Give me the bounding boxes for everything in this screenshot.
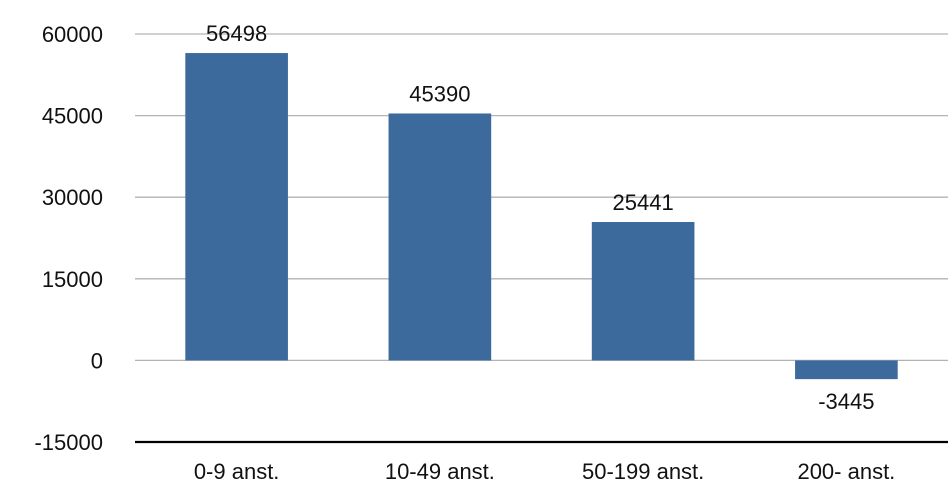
x-tick-label: 50-199 anst. [582, 459, 704, 484]
y-tick-label: -15000 [34, 430, 103, 455]
x-tick-label: 0-9 anst. [194, 459, 280, 484]
x-tick-label: 200- anst. [797, 459, 895, 484]
y-tick-label: 60000 [42, 22, 103, 47]
y-tick-label: 45000 [42, 104, 103, 129]
bar [795, 360, 898, 380]
y-tick-label: 0 [91, 348, 103, 373]
bar [388, 113, 492, 361]
labels: 60000 45000 30000 15000 0 -15000 56498 0-9 anst… [34, 21, 895, 484]
y-tick-label: 15000 [42, 267, 103, 292]
bar [591, 222, 695, 361]
bars [185, 53, 898, 380]
data-label: 56498 [206, 21, 267, 46]
x-tick-label: 10-49 anst. [385, 459, 495, 484]
data-label: -3445 [818, 389, 874, 414]
y-tick-label: 30000 [42, 185, 103, 210]
bar [185, 53, 288, 361]
data-label: 25441 [613, 190, 674, 215]
data-label: 45390 [409, 81, 470, 106]
